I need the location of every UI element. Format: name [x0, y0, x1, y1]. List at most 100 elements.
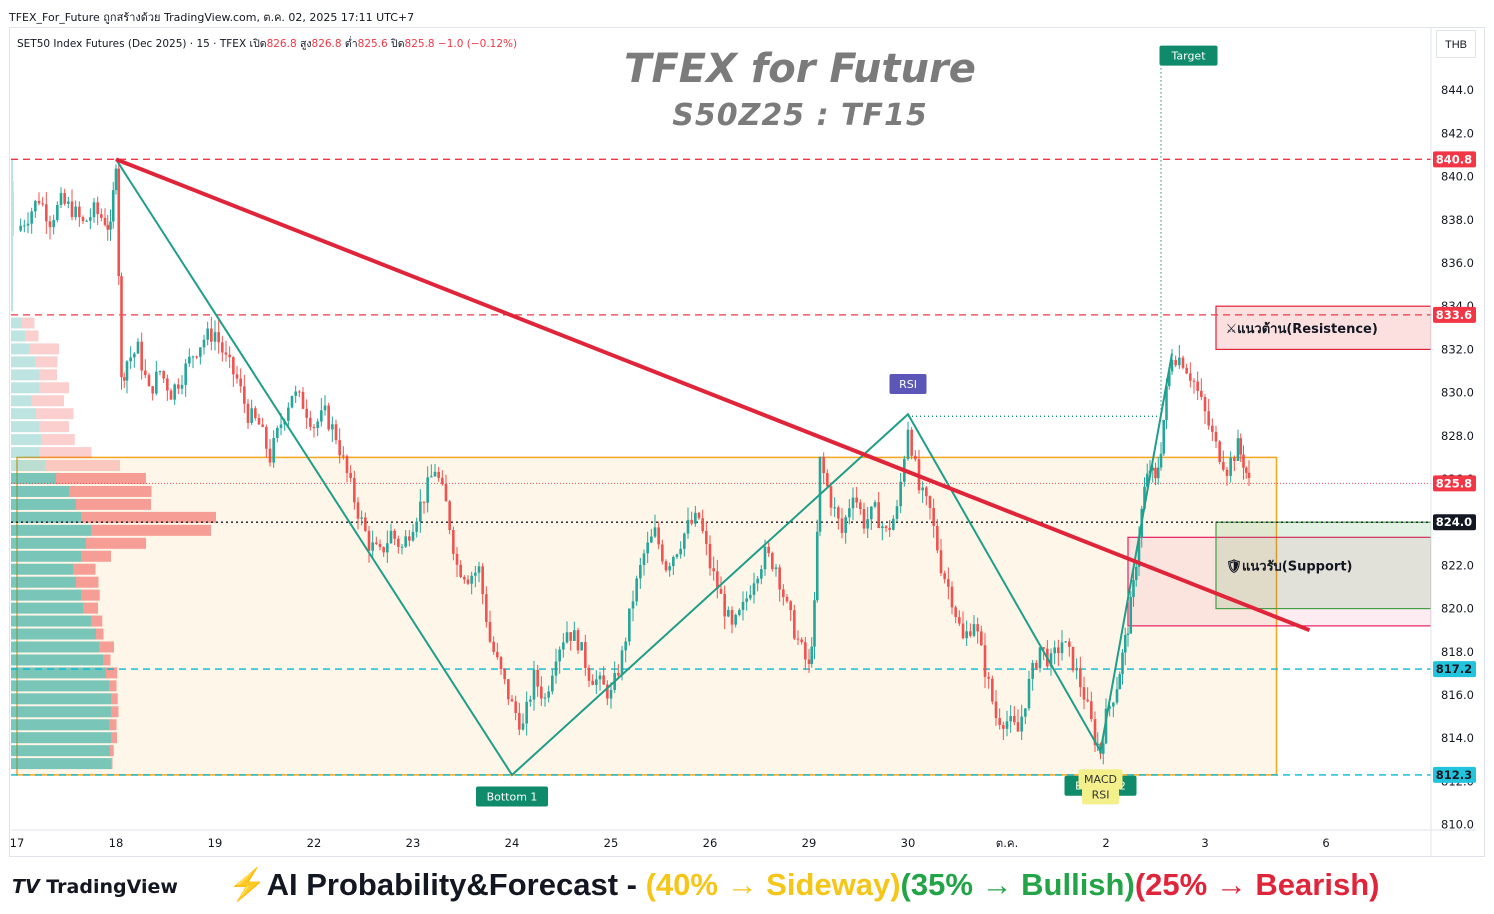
currency-button[interactable]: THB: [1436, 30, 1476, 58]
candle-body: [342, 455, 345, 457]
volume-profile-bar-up: [11, 680, 109, 692]
tradingview-logo[interactable]: 𝙏𝙑 TradingView: [12, 876, 178, 898]
candle-body: [877, 502, 880, 529]
candle-body: [1020, 716, 1023, 732]
candle-body: [455, 553, 459, 565]
annotation-rsi: RSI: [1082, 784, 1119, 805]
candle-body: [162, 371, 165, 379]
candle-body: [140, 341, 143, 371]
candle-body: [569, 632, 572, 641]
volume-profile-bar-up: [11, 369, 39, 381]
candle-body: [397, 538, 400, 547]
candle-body: [481, 566, 484, 595]
candle-body: [617, 672, 620, 676]
candle-body: [763, 546, 767, 570]
candle-body: [59, 193, 63, 205]
candle-body: [89, 217, 92, 221]
time-tick-label: 23: [406, 836, 421, 850]
price-level-tag-bg: [1433, 306, 1476, 323]
candle-body: [532, 669, 536, 700]
price-tick-label: 836.0: [1441, 256, 1474, 270]
candle-body: [1189, 373, 1192, 381]
candle-body: [106, 224, 110, 230]
candle-body: [950, 586, 954, 608]
candle-body: [675, 554, 679, 557]
support-label: 🛡แนวรับ(Support): [1226, 558, 1353, 574]
candle-body: [466, 579, 470, 584]
candle-body: [606, 684, 609, 699]
volume-profile-bar-up: [11, 192, 14, 204]
candle-body: [1218, 441, 1221, 463]
time-axis: 17 18 19 22 23 24 25 26 29 30 ต.ค. 2 3 6: [10, 829, 1476, 850]
candle-body: [921, 487, 924, 491]
candle-body: [1151, 467, 1155, 471]
volume-profile-bar-up: [11, 641, 99, 653]
volume-profile-bar-up: [11, 257, 13, 268]
candle-body: [936, 525, 939, 551]
downtrend-line: [115, 157, 1311, 633]
volume-profile-bar-up: [11, 719, 109, 731]
volume-profile-bar-down: [69, 485, 152, 497]
candle-body: [444, 483, 448, 502]
time-tick-label: 25: [604, 836, 619, 850]
candle-body: [719, 589, 723, 594]
symbol-title[interactable]: SET50 Index Futures (Dec 2025) · 15 · TF…: [17, 38, 247, 50]
ai-forecast-banner: ⚡AI Probability&Forecast - (40% → Sidewa…: [228, 866, 1379, 903]
zigzag-pattern-line: [115, 158, 1173, 777]
volume-profile-bar-down: [21, 317, 35, 329]
candle-body: [1229, 457, 1232, 476]
candle-body: [474, 572, 477, 576]
candle-body: [488, 621, 492, 642]
candle-body: [785, 596, 789, 602]
candle-body: [441, 477, 444, 484]
volume-profile-bar-down: [109, 719, 117, 731]
candle-body: [734, 614, 737, 625]
candle-body: [316, 421, 319, 429]
candle-body: [1013, 716, 1016, 723]
candle-body: [180, 384, 184, 389]
time-tick-label: 26: [703, 836, 718, 850]
candle-body: [85, 220, 88, 222]
candle-body: [1108, 706, 1111, 709]
candle-body: [771, 553, 774, 570]
annotation-text: Bottom 1: [487, 791, 538, 804]
price-level-tag-bg: [1433, 766, 1476, 783]
high-value: 826.8: [311, 38, 342, 50]
volume-profile-bar-down: [39, 421, 69, 433]
candle-body: [459, 564, 462, 577]
candle-body: [426, 477, 429, 503]
candle-body: [221, 342, 224, 353]
candle-body: [1064, 641, 1067, 643]
candle-body: [129, 357, 132, 362]
candle-body: [987, 676, 990, 679]
candle-body: [1031, 662, 1034, 679]
price-chart[interactable]: ⚔แนวต้าน(Resistence) 🛡แนวรับ(Support) Targ…: [0, 0, 1494, 858]
candle-body: [422, 501, 426, 503]
tv-logo-icon: 𝙏𝙑: [12, 876, 47, 898]
volume-profile-bar-up: [11, 246, 13, 258]
price-tick-label: 830.0: [1441, 386, 1474, 400]
volume-profile-bar-up: [11, 267, 13, 279]
close-value: 825.8: [404, 38, 435, 50]
candle-body: [752, 583, 756, 595]
candle-body: [1214, 431, 1218, 442]
candle-body: [67, 201, 70, 204]
candle-body: [899, 481, 902, 507]
volume-profile-bar-down: [103, 654, 111, 666]
volume-profile-bar-down: [39, 447, 92, 459]
candle-body: [19, 225, 22, 231]
forecast-prefix: ⚡AI Probability&Forecast -: [228, 867, 646, 902]
resistance-label: ⚔แนวต้าน(Resistence): [1226, 321, 1378, 337]
candle-body: [510, 699, 514, 702]
candle-body: [320, 410, 323, 422]
candle-body: [774, 567, 778, 570]
candle-body: [309, 417, 312, 427]
volume-profile-bar-down: [13, 181, 14, 193]
candle-body: [800, 639, 803, 643]
volume-profile-bar-up: [11, 563, 73, 575]
chart-frame[interactable]: [9, 27, 1485, 857]
candle-body: [1057, 647, 1060, 654]
candle-body: [257, 417, 261, 425]
candle-body: [558, 649, 561, 662]
candle-body: [1143, 486, 1146, 509]
